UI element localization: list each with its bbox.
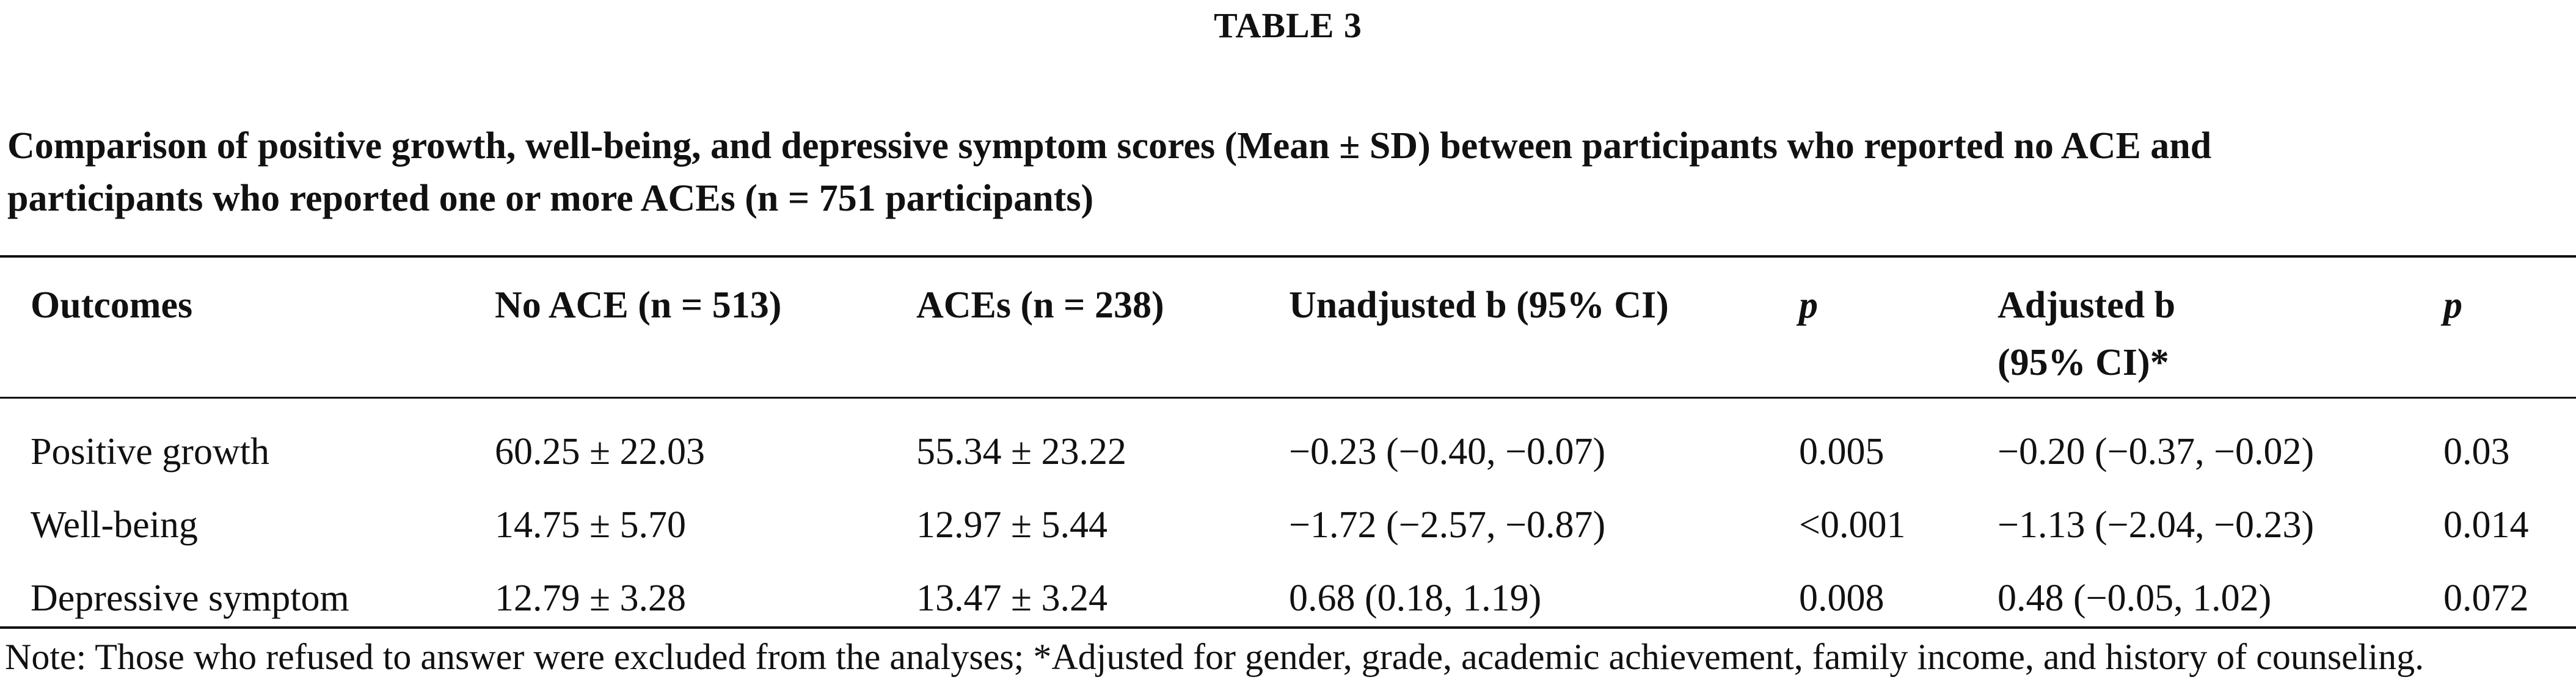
header-adjusted-b: Adjusted b (1998, 284, 2176, 326)
table-label: TABLE 3 (1214, 5, 1362, 45)
row-outcome: Well-being (31, 504, 198, 546)
row-unadjusted-b: −1.72 (−2.57, −0.87) (1289, 504, 1606, 546)
caption-line-2: participants who reported one or more AC… (7, 178, 1094, 219)
table-header-rule (0, 397, 2576, 399)
row-outcome: Positive growth (31, 431, 269, 473)
row-aces: 55.34 ± 23.22 (916, 431, 1127, 473)
header-unadjusted-b: Unadjusted b (95% CI) (1289, 284, 1669, 326)
row-adjusted-b: −0.20 (−0.37, −0.02) (1998, 431, 2315, 473)
header-p-unadjusted: p (1799, 284, 1818, 326)
row-adjusted-b: −1.13 (−2.04, −0.23) (1998, 504, 2315, 546)
row-p-unadjusted: 0.005 (1799, 431, 1885, 473)
row-no-ace: 14.75 ± 5.70 (495, 504, 687, 546)
row-no-ace: 12.79 ± 3.28 (495, 578, 687, 619)
row-p-unadjusted: <0.001 (1799, 504, 1906, 546)
table-top-rule (0, 255, 2576, 258)
header-outcomes: Outcomes (31, 284, 193, 326)
row-aces: 12.97 ± 5.44 (916, 504, 1108, 546)
row-no-ace: 60.25 ± 22.03 (495, 431, 706, 473)
row-p-adjusted: 0.072 (2443, 578, 2529, 619)
row-p-adjusted: 0.03 (2443, 431, 2510, 473)
caption-line-1: Comparison of positive growth, well-bein… (7, 125, 2212, 167)
row-p-adjusted: 0.014 (2443, 504, 2529, 546)
header-aces: ACEs (n = 238) (916, 284, 1164, 326)
header-adjusted-ci: (95% CI)* (1998, 342, 2169, 383)
table-footnote: Note: Those who refused to answer were e… (5, 637, 2425, 677)
table-bottom-rule (0, 626, 2576, 629)
row-p-unadjusted: 0.008 (1799, 578, 1885, 619)
row-outcome: Depressive symptom (31, 578, 349, 619)
header-no-ace: No ACE (n = 513) (495, 284, 782, 326)
row-unadjusted-b: −0.23 (−0.40, −0.07) (1289, 431, 1606, 473)
table-caption: Comparison of positive growth, well-bein… (7, 120, 2573, 225)
row-unadjusted-b: 0.68 (0.18, 1.19) (1289, 578, 1542, 619)
row-adjusted-b: 0.48 (−0.05, 1.02) (1998, 578, 2272, 619)
row-aces: 13.47 ± 3.24 (916, 578, 1108, 619)
header-p-adjusted: p (2443, 284, 2462, 326)
